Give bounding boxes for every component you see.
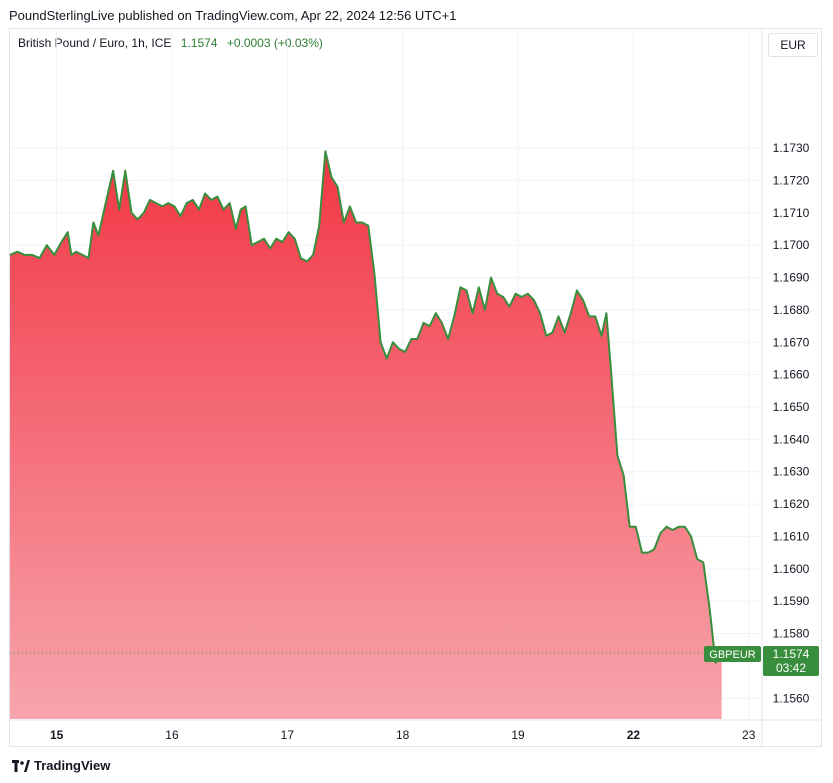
x-tick-label: 18 <box>396 728 410 742</box>
x-tick-label: 22 <box>627 728 641 742</box>
y-tick-label: 1.1580 <box>773 627 810 641</box>
published-caption: PoundSterlingLive published on TradingVi… <box>9 8 457 23</box>
y-tick-label: 1.1720 <box>773 173 810 187</box>
x-tick-label: 15 <box>50 728 64 742</box>
price-badge: 1.1574 03:42 <box>763 646 819 676</box>
currency-button[interactable]: EUR <box>768 33 818 57</box>
x-tick-label: 19 <box>511 728 525 742</box>
price-badge-value: 1.1574 <box>773 647 810 661</box>
y-tick-label: 1.1680 <box>773 303 810 317</box>
x-tick-label: 16 <box>165 728 179 742</box>
y-tick-label: 1.1610 <box>773 529 810 543</box>
y-tick-label: 1.1690 <box>773 271 810 285</box>
y-tick-label: 1.1600 <box>773 562 810 576</box>
brand-name: TradingView <box>34 758 111 773</box>
x-tick-label: 17 <box>281 728 295 742</box>
tradingview-logo[interactable]: TradingView <box>12 758 110 773</box>
y-tick-label: 1.1560 <box>773 691 810 705</box>
symbol-badge-label: GBPEUR <box>709 649 756 661</box>
price-series-line <box>9 150 723 664</box>
x-tick-label: 23 <box>742 728 756 742</box>
y-tick-label: 1.1670 <box>773 335 810 349</box>
y-tick-label: 1.1630 <box>773 465 810 479</box>
symbol-badge: GBPEUR <box>704 646 761 662</box>
price-axis[interactable]: 1.1730 1.1720 1.1710 1.1700 1.1690 1.1680 1.16… <box>761 29 810 746</box>
y-tick-label: 1.1710 <box>773 206 810 220</box>
y-tick-label: 1.1700 <box>773 238 810 252</box>
price-badge-countdown: 03:42 <box>776 661 806 675</box>
y-tick-label: 1.1620 <box>773 497 810 511</box>
chart-frame <box>9 28 822 747</box>
y-tick-label: 1.1650 <box>773 400 810 414</box>
y-tick-label: 1.1640 <box>773 432 810 446</box>
legend-last-price: 1.1574 <box>180 36 218 50</box>
y-tick-label: 1.1590 <box>773 594 810 608</box>
tradingview-logo-icon <box>12 759 30 772</box>
time-axis[interactable]: 15 16 17 18 19 22 23 <box>10 719 821 742</box>
legend-change: +0.0003 (+0.03%) <box>226 36 323 50</box>
y-tick-label: 1.1730 <box>773 141 810 155</box>
price-area-fill <box>10 151 722 720</box>
y-tick-label: 1.1660 <box>773 368 810 382</box>
